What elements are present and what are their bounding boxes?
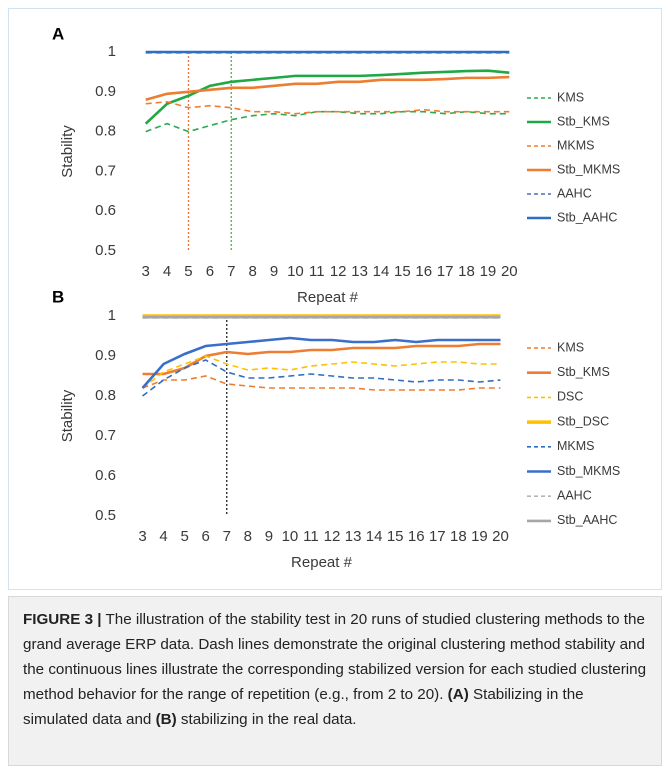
panel-label: B [52, 287, 64, 306]
y-axis-label: Stability [59, 389, 76, 442]
legend-label: MKMS [557, 439, 595, 453]
x-tick-label: 6 [206, 263, 214, 280]
x-tick-label: 15 [394, 263, 411, 280]
legend-label: Stb_KMS [557, 365, 610, 379]
x-tick-label: 4 [159, 528, 167, 545]
series-line [144, 69, 510, 125]
series-line [145, 75, 510, 102]
x-tick-label: 18 [458, 263, 475, 280]
legend-label: DSC [557, 390, 583, 404]
x-tick-label: 12 [330, 263, 347, 280]
legend-label: AAHC [557, 488, 592, 502]
legend-label: Stb_MKMS [557, 464, 620, 478]
series-line [141, 336, 501, 389]
y-tick-label: 0.9 [95, 83, 116, 100]
x-tick-label: 12 [324, 528, 341, 545]
x-tick-label: 10 [282, 528, 299, 545]
x-axis-label: Repeat # [291, 554, 353, 571]
x-tick-label: 6 [202, 528, 210, 545]
x-tick-label: 3 [138, 528, 146, 545]
x-tick-label: 5 [184, 263, 192, 280]
y-tick-label: 0.5 [95, 242, 116, 259]
series-line [142, 342, 501, 376]
x-tick-label: 20 [492, 528, 509, 545]
x-tick-label: 10 [287, 263, 304, 280]
y-tick-label: 1 [108, 307, 116, 324]
series-line [145, 110, 510, 133]
x-tick-label: 8 [248, 263, 256, 280]
x-tick-label: 7 [227, 263, 235, 280]
y-tick-label: 0.6 [95, 467, 116, 484]
x-tick-label: 5 [180, 528, 188, 545]
series-line [142, 355, 501, 389]
x-tick-label: 19 [480, 263, 497, 280]
x-tick-label: 18 [450, 528, 467, 545]
x-tick-label: 16 [415, 263, 432, 280]
x-tick-label: 9 [270, 263, 278, 280]
legend-label: MKMS [557, 138, 595, 152]
x-tick-label: 11 [303, 528, 319, 545]
series-line [142, 359, 501, 397]
x-tick-label: 17 [429, 528, 446, 545]
x-tick-label: 8 [244, 528, 252, 545]
y-tick-label: 0.7 [95, 162, 116, 179]
x-tick-label: 17 [437, 263, 454, 280]
x-tick-label: 14 [373, 263, 390, 280]
y-tick-label: 0.7 [95, 427, 116, 444]
panel-label: A [52, 24, 64, 43]
caption-ref: (B) [155, 711, 177, 728]
legend-label: Stb_MKMS [557, 162, 620, 176]
x-tick-label: 16 [408, 528, 425, 545]
caption-label: FIGURE 3 | [23, 611, 102, 628]
legend-label: Stb_KMS [557, 114, 610, 128]
x-tick-label: 4 [163, 263, 171, 280]
x-tick-label: 15 [387, 528, 404, 545]
caption-text: Stabilizing in the simulated data and [23, 686, 584, 728]
legend-label: KMS [557, 340, 584, 354]
y-tick-label: 0.5 [95, 507, 116, 524]
x-tick-label: 11 [309, 263, 325, 280]
x-tick-label: 3 [142, 263, 150, 280]
x-tick-label: 14 [366, 528, 383, 545]
figure-frame [8, 8, 662, 590]
y-tick-label: 1 [108, 43, 116, 60]
legend-label: Stb_AAHC [557, 513, 617, 527]
x-tick-label: 7 [223, 528, 231, 545]
caption-text: The illustration of the stability test i… [23, 611, 647, 703]
x-tick-label: 19 [471, 528, 488, 545]
legend-label: Stb_AAHC [557, 210, 617, 224]
caption-ref: (A) [447, 686, 469, 703]
x-tick-label: 20 [501, 263, 518, 280]
y-tick-label: 0.9 [95, 347, 116, 364]
x-axis-label: Repeat # [297, 289, 359, 306]
x-tick-label: 13 [345, 528, 362, 545]
series-line [142, 375, 501, 391]
caption: FIGURE 3 | The illustration of the stabi… [8, 596, 662, 766]
x-tick-label: 13 [351, 263, 368, 280]
caption-text: stabilizing in the real data. [180, 711, 357, 728]
y-tick-label: 0.8 [95, 123, 116, 140]
y-tick-label: 0.6 [95, 202, 116, 219]
x-tick-label: 9 [265, 528, 273, 545]
y-axis-label: Stability [59, 125, 76, 178]
series-line [145, 100, 510, 115]
legend-label: AAHC [557, 186, 592, 200]
legend-label: KMS [557, 90, 584, 104]
y-tick-label: 0.8 [95, 387, 116, 404]
legend-label: Stb_DSC [557, 414, 609, 428]
